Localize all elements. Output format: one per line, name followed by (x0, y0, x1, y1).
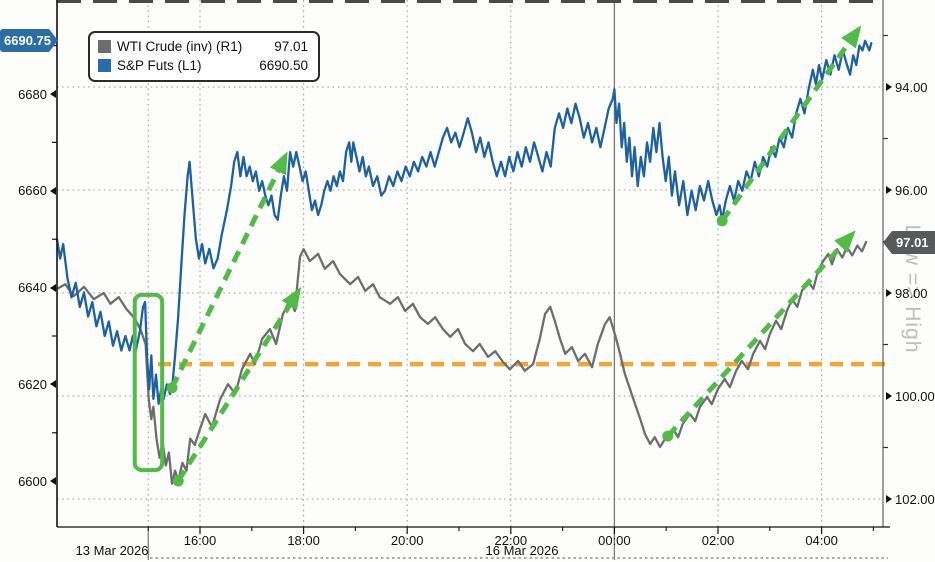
x-axis-label-22:00-text: 22:00 (494, 533, 528, 548)
x-axis-date-label-mid: 16 Mar 2026 (485, 543, 559, 558)
x-axis-label-16:00-text: 16:00 (183, 533, 217, 548)
x-axis-label-02:00: 02:00 (686, 533, 750, 548)
left-tick-arrow-icon (50, 90, 56, 98)
y-axis-label-right-94: 94.00 (886, 79, 935, 95)
legend-value-sp: 6690.50 (259, 58, 308, 73)
wti-last-price-value: 97.01 (896, 235, 929, 250)
x-axis-label-16:00: 16:00 (168, 533, 232, 548)
y-axis-label-left-6640-text: 6640 (18, 280, 47, 296)
y-axis-label-right-text: 94.00 (895, 79, 928, 95)
trend-arrow (169, 151, 288, 389)
sp-last-price-tag: 6690.75 (0, 29, 58, 52)
y-axis-label-left-6680: 6680 (0, 86, 56, 102)
x-axis-label-20:00: 20:00 (375, 533, 439, 548)
y-axis-label-right-text: 96.00 (895, 182, 928, 198)
x-axis-label-04:00-text: 04:00 (805, 533, 838, 548)
trend-arrow (720, 25, 862, 223)
y-axis-label-left-6600-text: 6600 (18, 473, 47, 489)
y-axis-label-right-text: 98.00 (895, 285, 928, 301)
x-axis-label-04:00: 04:00 (790, 533, 854, 548)
x-axis-label-18:00-text: 18:00 (287, 533, 320, 548)
x-axis-label-00:00: 00:00 (582, 533, 646, 548)
x-axis-label-00:00-text: 00:00 (598, 533, 631, 548)
x-axis-date-label-left: 13 Mar 2026 (75, 543, 149, 558)
y-axis-label-left-6600: 6600 (0, 473, 56, 489)
trend-arrow-start-dot (716, 215, 728, 227)
y-axis-label-right-text: 102.00 (895, 491, 935, 507)
legend-label-sp: S&P Futs (L1) (117, 58, 202, 73)
right-tick-arrow-icon (886, 392, 892, 400)
y-axis-label-right-text: 100.00 (895, 388, 935, 404)
legend-box: WTI Crude (inv) (R1) 97.01 S&P Futs (L1)… (88, 31, 320, 82)
legend-label-wti: WTI Crude (inv) (R1) (117, 39, 243, 54)
right-tick-arrow-icon (886, 83, 892, 91)
y-axis-label-right-98: 98.00 (886, 285, 935, 301)
wti-series-swatch-icon (98, 40, 111, 53)
y-axis-label-left-6620-text: 6620 (18, 376, 47, 392)
volatility-highlight-box (132, 292, 165, 473)
sp-series-swatch-icon (98, 59, 111, 72)
left-tick-arrow-icon (50, 283, 56, 292)
x-axis-label-02:00-text: 02:00 (701, 533, 735, 548)
sp-futs-line (55, 39, 873, 405)
y-axis-label-right-96: 96.00 (886, 182, 935, 198)
wti-last-price-tag: 97.01 (883, 231, 935, 254)
right-tick-arrow-icon (886, 289, 892, 297)
trend-arrow (176, 286, 302, 483)
trend-arrow-start-dot (662, 430, 674, 442)
x-axis-label-20:00-text: 20:00 (390, 533, 424, 548)
x-axis-label-18:00: 18:00 (272, 533, 336, 548)
y-axis-label-right-102: 102.00 (886, 491, 935, 507)
y-axis-label-left-6640: 6640 (0, 280, 56, 296)
trend-arrow-start-dot (172, 475, 184, 487)
right-tick-arrow-icon (886, 495, 892, 503)
wti-crude-inv-line (55, 240, 868, 485)
right-tick-arrow-icon (886, 186, 892, 194)
legend-item-wti: WTI Crude (inv) (R1) 97.01 (98, 37, 308, 56)
trend-arrow (665, 230, 856, 438)
left-tick-arrow-icon (50, 380, 56, 389)
x-axis-label-22:00: 22:00 (479, 533, 543, 548)
y-axis-label-left-6680-text: 6680 (18, 86, 47, 102)
y-axis-label-right-100: 100.00 (886, 388, 935, 404)
sp-last-price-value: 6690.75 (4, 33, 51, 48)
left-tick-arrow-icon (50, 186, 56, 195)
trend-arrow-start-dot (166, 382, 178, 394)
y-axis-label-left-6660: 6660 (0, 183, 56, 199)
legend-value-wti: 97.01 (274, 39, 308, 54)
y-axis-label-left-6620: 6620 (0, 376, 56, 392)
legend-item-sp: S&P Futs (L1) 6690.50 (98, 56, 308, 75)
left-tick-arrow-icon (50, 477, 56, 486)
y-axis-label-left-6660-text: 6660 (18, 183, 47, 199)
